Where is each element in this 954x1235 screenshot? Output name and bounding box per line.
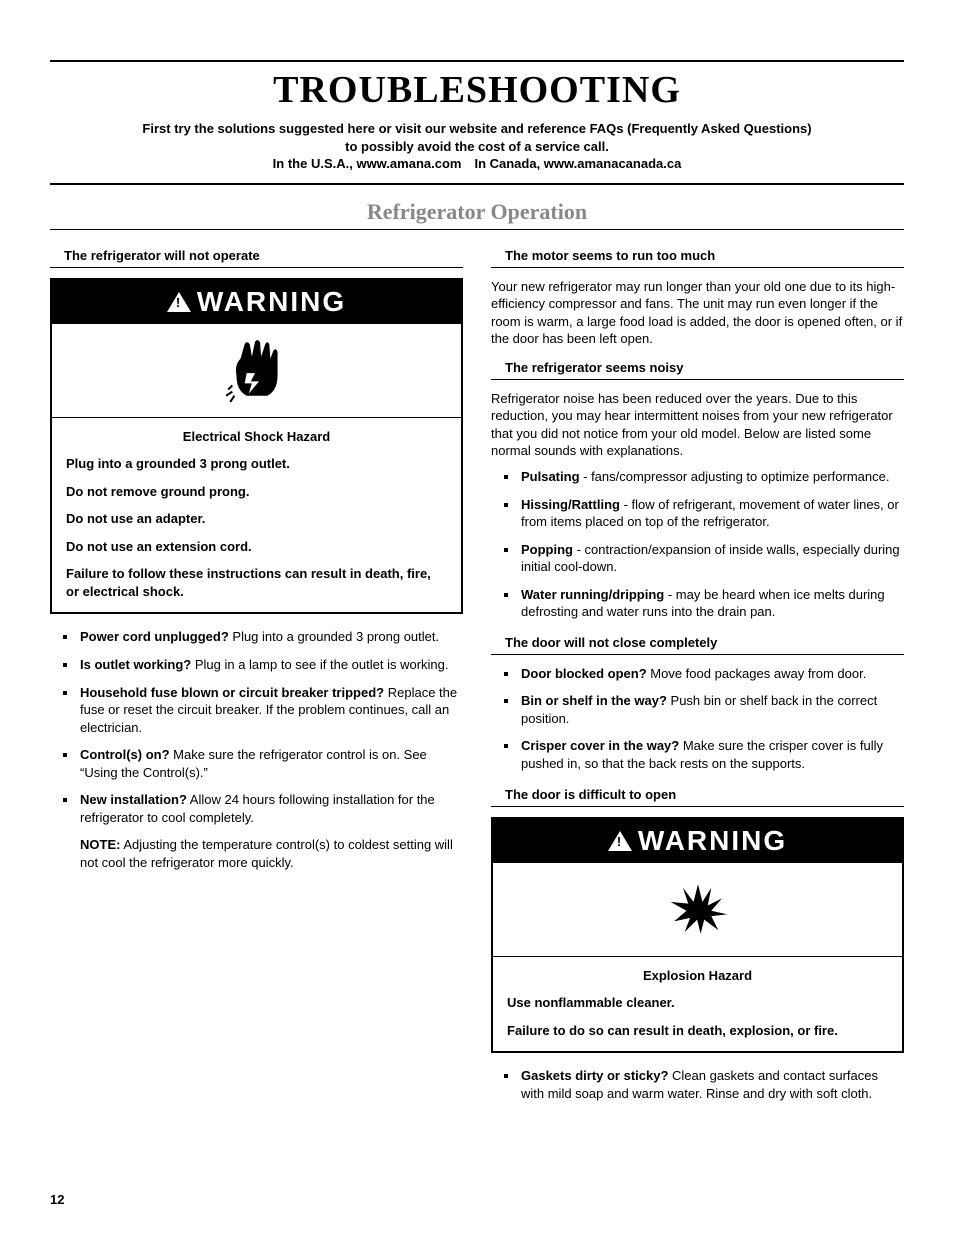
section-heading: Refrigerator Operation xyxy=(50,199,904,225)
hazard-line: Failure to follow these instructions can… xyxy=(66,565,447,600)
item-text: - contraction/expansion of inside walls,… xyxy=(521,542,900,575)
list-item: New installation? Allow 24 hours followi… xyxy=(78,791,463,871)
list-item: Pulsating - fans/compressor adjusting to… xyxy=(519,468,904,486)
item-bold: Water running/dripping xyxy=(521,587,664,602)
intro-line: to possibly avoid the cost of a service … xyxy=(50,138,904,156)
warning-box-explosion: WARNING Explosion Hazard Use nonflammabl… xyxy=(491,817,904,1054)
thin-rule xyxy=(50,229,904,230)
item-text: - fans/compressor adjusting to optimize … xyxy=(580,469,890,484)
body-paragraph: Refrigerator noise has been reduced over… xyxy=(491,390,904,460)
item-bold: Pulsating xyxy=(521,469,580,484)
item-bold: Hissing/Rattling xyxy=(521,497,620,512)
hazard-title: Explosion Hazard xyxy=(507,967,888,985)
item-bold: Power cord unplugged? xyxy=(80,629,229,644)
item-bold: Popping xyxy=(521,542,573,557)
body-paragraph: Your new refrigerator may run longer tha… xyxy=(491,278,904,348)
warning-label: WARNING xyxy=(638,825,787,857)
item-bold: Bin or shelf in the way? xyxy=(521,693,667,708)
item-text: Move food packages away from door. xyxy=(647,666,867,681)
door-close-list: Door blocked open? Move food packages aw… xyxy=(491,665,904,773)
list-item: Popping - contraction/expansion of insid… xyxy=(519,541,904,576)
note-line: NOTE: Adjusting the temperature control(… xyxy=(80,836,463,871)
hazard-line: Plug into a grounded 3 prong outlet. xyxy=(66,455,447,473)
left-column: The refrigerator will not operate WARNIN… xyxy=(50,236,463,1113)
subheading: The door is difficult to open xyxy=(491,783,904,807)
hazard-line: Use nonflammable cleaner. xyxy=(507,994,888,1012)
intro-line: First try the solutions suggested here o… xyxy=(50,120,904,138)
two-column-layout: The refrigerator will not operate WARNIN… xyxy=(50,236,904,1113)
warning-header: WARNING xyxy=(493,819,902,863)
gasket-list: Gaskets dirty or sticky? Clean gaskets a… xyxy=(491,1067,904,1102)
list-item: Household fuse blown or circuit breaker … xyxy=(78,684,463,737)
hazard-line: Do not remove ground prong. xyxy=(66,483,447,501)
hazard-title: Electrical Shock Hazard xyxy=(66,428,447,446)
warning-body: Explosion Hazard Use nonflammable cleane… xyxy=(493,957,902,1052)
list-item: Control(s) on? Make sure the refrigerato… xyxy=(78,746,463,781)
list-item: Gaskets dirty or sticky? Clean gaskets a… xyxy=(519,1067,904,1102)
item-text: Plug into a grounded 3 prong outlet. xyxy=(229,629,439,644)
intro-block: First try the solutions suggested here o… xyxy=(50,120,904,173)
item-text: Plug in a lamp to see if the outlet is w… xyxy=(191,657,448,672)
list-item: Door blocked open? Move food packages aw… xyxy=(519,665,904,683)
explosion-icon xyxy=(493,863,902,956)
list-item: Hissing/Rattling - flow of refrigerant, … xyxy=(519,496,904,531)
intro-line: In the U.S.A., www.amana.com In Canada, … xyxy=(50,155,904,173)
hazard-line: Do not use an adapter. xyxy=(66,510,447,528)
subheading: The door will not close completely xyxy=(491,631,904,655)
mid-rule xyxy=(50,183,904,185)
page-title: TROUBLESHOOTING xyxy=(50,68,904,112)
item-bold: Crisper cover in the way? xyxy=(521,738,679,753)
warning-label: WARNING xyxy=(197,286,346,318)
list-item: Crisper cover in the way? Make sure the … xyxy=(519,737,904,772)
note-bold: NOTE: xyxy=(80,837,120,852)
item-bold: Household fuse blown or circuit breaker … xyxy=(80,685,384,700)
list-item: Bin or shelf in the way? Push bin or she… xyxy=(519,692,904,727)
item-bold: Control(s) on? xyxy=(80,747,170,762)
item-bold: New installation? xyxy=(80,792,187,807)
noise-list: Pulsating - fans/compressor adjusting to… xyxy=(491,468,904,621)
item-bold: Is outlet working? xyxy=(80,657,191,672)
hazard-line: Failure to do so can result in death, ex… xyxy=(507,1022,888,1040)
warning-header: WARNING xyxy=(52,280,461,324)
list-item: Water running/dripping - may be heard wh… xyxy=(519,586,904,621)
list-item: Power cord unplugged? Plug into a ground… xyxy=(78,628,463,646)
warning-box-electrical: WARNING Electrical Shock Hazard Plug int… xyxy=(50,278,463,615)
hazard-line: Do not use an extension cord. xyxy=(66,538,447,556)
warning-body: Electrical Shock Hazard Plug into a grou… xyxy=(52,418,461,613)
item-bold: Gaskets dirty or sticky? xyxy=(521,1068,668,1083)
subheading: The refrigerator seems noisy xyxy=(491,356,904,380)
shock-hand-icon xyxy=(52,324,461,417)
page-number: 12 xyxy=(50,1192,64,1207)
item-bold: Door blocked open? xyxy=(521,666,647,681)
note-text: Adjusting the temperature control(s) to … xyxy=(80,837,453,870)
troubleshoot-list: Power cord unplugged? Plug into a ground… xyxy=(50,628,463,871)
warning-triangle-icon xyxy=(167,292,191,312)
warning-triangle-icon xyxy=(608,831,632,851)
right-column: The motor seems to run too much Your new… xyxy=(491,236,904,1113)
subheading: The motor seems to run too much xyxy=(491,244,904,268)
top-rule xyxy=(50,60,904,62)
subheading: The refrigerator will not operate xyxy=(50,244,463,268)
list-item: Is outlet working? Plug in a lamp to see… xyxy=(78,656,463,674)
